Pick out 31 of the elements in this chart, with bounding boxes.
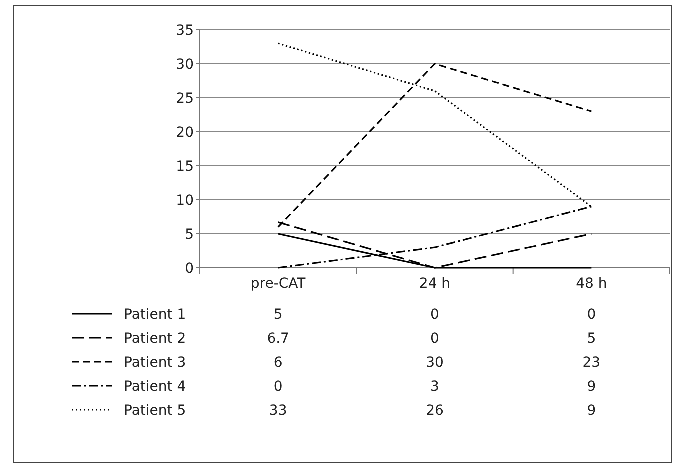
legend-label: Patient 5 xyxy=(124,402,186,419)
data-label: 33 xyxy=(269,402,288,419)
y-tick-label: 5 xyxy=(185,226,194,243)
data-label: 5 xyxy=(274,306,283,323)
y-tick-label: 15 xyxy=(176,158,194,175)
data-label: 0 xyxy=(430,306,440,323)
data-label: 0 xyxy=(587,306,596,323)
y-tick-label: 30 xyxy=(176,56,194,73)
data-label: 26 xyxy=(426,402,444,419)
data-label: 30 xyxy=(426,354,444,371)
x-tick-label: 48 h xyxy=(576,276,608,292)
data-label: 0 xyxy=(430,330,440,347)
x-tick-label: 24 h xyxy=(419,276,451,292)
data-label: 9 xyxy=(587,378,596,395)
legend-label: Patient 4 xyxy=(124,378,186,395)
data-label: 6 xyxy=(274,354,283,371)
data-label: 9 xyxy=(587,402,596,419)
y-tick-label: 25 xyxy=(176,90,194,107)
y-tick-label: 35 xyxy=(176,22,194,39)
legend-label: Patient 1 xyxy=(124,306,186,323)
y-tick-label: 20 xyxy=(176,124,194,141)
legend-label: Patient 2 xyxy=(124,330,186,347)
y-tick-label: 0 xyxy=(185,260,194,277)
y-tick-label: 10 xyxy=(176,192,194,209)
x-tick-label: pre-CAT xyxy=(250,276,306,292)
data-label: 6.7 xyxy=(267,330,290,347)
data-label: 5 xyxy=(587,330,596,347)
data-label: 23 xyxy=(582,354,601,371)
legend-label: Patient 3 xyxy=(124,354,186,371)
data-label: 3 xyxy=(430,378,440,395)
data-label: 0 xyxy=(274,378,283,395)
